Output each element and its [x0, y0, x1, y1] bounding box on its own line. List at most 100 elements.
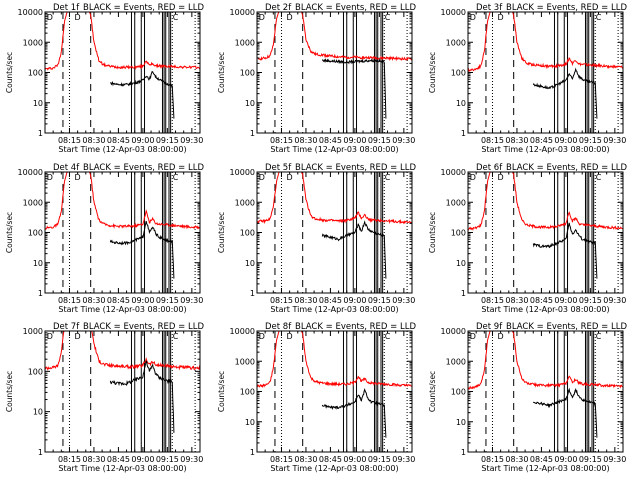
plot-frame	[467, 171, 624, 294]
segment-marker: D	[287, 173, 293, 182]
x-tick-label: 09:30	[603, 136, 626, 145]
plot-frame	[44, 330, 201, 453]
y-tick-label: 1000	[446, 38, 466, 47]
segment-marker: D	[259, 332, 265, 341]
y-tick-label: 100	[28, 229, 43, 238]
series-line-lld	[45, 331, 200, 371]
y-tick-label: 100	[28, 69, 43, 78]
marker-lines	[485, 12, 619, 133]
y-tick-label: 10	[245, 259, 255, 268]
y-tick-label: 10	[456, 99, 466, 108]
y-tick-label: 10	[245, 99, 255, 108]
series-line-lld	[468, 331, 623, 390]
y-tick-label: 10	[33, 259, 43, 268]
segment-marker: D	[47, 13, 53, 22]
x-tick-label: 08:45	[319, 136, 342, 145]
series-line-events	[321, 58, 387, 119]
y-tick-label: 10000	[18, 168, 43, 177]
y-tick-label: 100	[451, 229, 466, 238]
segment-marker: D	[259, 173, 265, 182]
y-tick-label: 10	[33, 408, 43, 417]
x-tick-label: 08:45	[530, 136, 553, 145]
series-line-events	[109, 360, 175, 433]
y-tick-label: 1	[38, 289, 43, 298]
plot-frame	[256, 171, 413, 294]
x-tick-label: 08:15	[481, 136, 504, 145]
x-tick-label: 09:00	[554, 136, 577, 145]
detector-panel: Det 4f BLACK = Events, RED = LLD 1 10 100 100…	[5, 163, 204, 314]
series-line-lld	[257, 331, 412, 389]
x-tick-label: 09:00	[343, 136, 366, 145]
plot-frame	[44, 171, 201, 294]
panel-title: Det 1f	[53, 3, 80, 13]
segment-marker: C	[385, 173, 391, 182]
series-line-events	[321, 388, 387, 438]
x-tick-label: 08:45	[319, 455, 342, 464]
x-tick-label: 09:30	[603, 296, 626, 305]
x-tick-label: 08:45	[107, 455, 130, 464]
segment-marker: D	[75, 173, 81, 182]
marker-lines	[62, 172, 196, 293]
x-axis-label: Start Time (12-Apr-03 08:00:00)	[481, 464, 609, 473]
y-axis-label: Counts/sec	[428, 371, 437, 412]
y-tick-label: 1	[38, 129, 43, 138]
y-tick-label: 100	[240, 69, 255, 78]
segment-marker: D	[75, 332, 81, 341]
detector-panel: Det 8f BLACK = Events, RED = LLD 1 10 100 100…	[217, 322, 416, 473]
y-tick-label: 10000	[441, 8, 466, 17]
segment-marker: C	[173, 173, 179, 182]
x-tick-label: 09:30	[392, 136, 415, 145]
marker-lines	[62, 331, 196, 452]
x-tick-label: 09:30	[392, 296, 415, 305]
segment-marker: D	[498, 332, 504, 341]
y-tick-label: 100	[240, 229, 255, 238]
panel-subtitle: BLACK = Events, RED = LLD	[295, 163, 416, 173]
y-tick-label: 1	[461, 129, 466, 138]
panel-title: Det 7f	[53, 322, 80, 332]
segment-marker: C	[596, 13, 602, 22]
y-tick-label: 1	[250, 448, 255, 457]
segment-marker: D	[470, 332, 476, 341]
y-tick-label: 10000	[18, 8, 43, 17]
x-tick-label: 09:30	[603, 455, 626, 464]
x-tick-label: 08:30	[82, 455, 105, 464]
x-axis-label: Start Time (12-Apr-03 08:00:00)	[58, 464, 186, 473]
y-tick-label: 10000	[441, 168, 466, 177]
panel-title: Det 6f	[476, 163, 503, 173]
y-tick-label: 10	[245, 418, 255, 427]
x-tick-label: 08:30	[505, 296, 528, 305]
y-axis-label: Counts/sec	[5, 371, 14, 412]
series-line-events	[321, 220, 387, 279]
plot-frame	[467, 330, 624, 453]
series-group	[468, 172, 623, 279]
x-axis-label: Start Time (12-Apr-03 08:00:00)	[270, 145, 398, 154]
series-line-lld	[45, 12, 200, 71]
marker-lines	[274, 12, 408, 133]
x-tick-label: 09:00	[131, 296, 154, 305]
segment-marker: D	[287, 332, 293, 341]
y-axis-label: Counts/sec	[217, 52, 226, 93]
x-tick-label: 08:15	[270, 296, 293, 305]
x-tick-label: 08:45	[319, 296, 342, 305]
x-tick-label: 09:15	[579, 296, 602, 305]
y-tick-label: 1	[250, 129, 255, 138]
x-tick-label: 08:15	[270, 455, 293, 464]
y-tick-label: 100	[240, 388, 255, 397]
segment-marker: D	[259, 13, 265, 22]
detector-panel: Det 7f BLACK = Events, RED = LLD 1 10 100 100…	[5, 322, 204, 473]
panel-subtitle: BLACK = Events, RED = LLD	[295, 322, 416, 332]
series-line-events	[532, 387, 598, 438]
panel-title: Det 5f	[265, 163, 292, 173]
x-tick-label: 08:15	[481, 296, 504, 305]
marker-lines	[485, 172, 619, 293]
segment-marker: D	[470, 173, 476, 182]
segment-marker: C	[596, 173, 602, 182]
x-tick-label: 08:30	[82, 296, 105, 305]
y-tick-label: 10000	[230, 8, 255, 17]
panel-subtitle: BLACK = Events, RED = LLD	[506, 322, 627, 332]
x-tick-label: 09:15	[156, 455, 179, 464]
series-group	[257, 172, 412, 279]
detector-panel: Det 1f BLACK = Events, RED = LLD 1 10 100 100…	[5, 3, 204, 154]
x-tick-label: 09:15	[156, 296, 179, 305]
y-tick-label: 100	[451, 69, 466, 78]
